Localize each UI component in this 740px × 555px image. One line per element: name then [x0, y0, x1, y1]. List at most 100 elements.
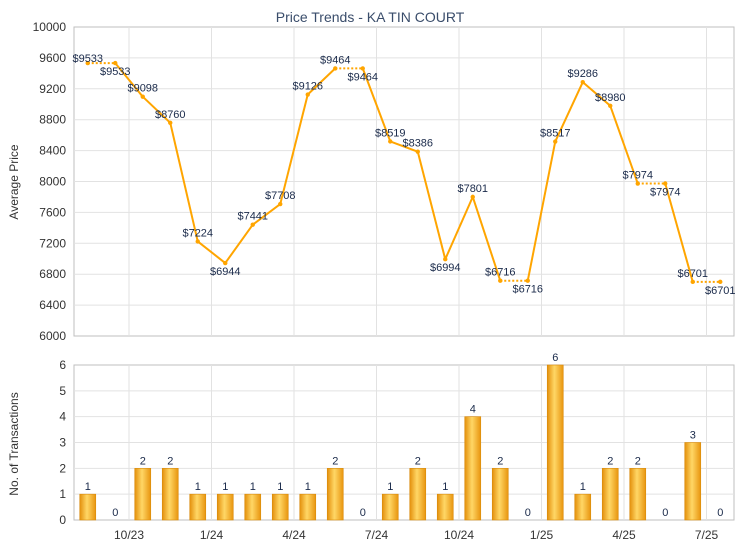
bar	[79, 493, 97, 521]
bar-x-tick-label: 7/24	[365, 528, 389, 542]
line-data-label: $6701	[677, 268, 708, 280]
bar-data-label: 1	[195, 481, 201, 493]
line-point	[525, 278, 530, 283]
line-point	[663, 181, 668, 186]
line-data-label: $6944	[210, 266, 241, 278]
line-y-axis-label: Average Price	[7, 144, 21, 219]
line-data-label: $8760	[155, 109, 186, 121]
line-point	[690, 279, 695, 285]
line-y-tick-label: 6400	[39, 298, 66, 312]
bar-chart: 0 1 2 3 4 5 6 10/23 1/24 4/24 7/24 10/24 1/25 4/25 7/2…	[59, 352, 734, 542]
line-segment	[444, 196, 474, 260]
bar-data-label: 2	[167, 455, 173, 467]
bar	[381, 493, 399, 521]
bar	[189, 493, 207, 521]
line-y-tick-label: 9200	[39, 82, 66, 96]
line-data-label: $9126	[292, 81, 323, 93]
line-data-label: $7974	[622, 170, 653, 182]
bar-data-label: 2	[415, 455, 421, 467]
bar-data-label: 0	[525, 507, 531, 519]
bar-y-tick-label: 1	[59, 487, 66, 501]
line-data-label: $8517	[540, 128, 571, 140]
chart-title: Price Trends - KA TIN COURT	[276, 9, 465, 25]
line-point	[635, 181, 640, 186]
line-data-label: $9098	[127, 83, 158, 95]
line-data-label: $8980	[595, 92, 626, 104]
line-data-label: $6994	[430, 262, 461, 274]
line-y-tick-label: 7200	[39, 236, 66, 250]
line-segment	[582, 81, 611, 107]
bar-data-label: 1	[85, 481, 91, 493]
line-point	[195, 239, 200, 244]
bar-data-label: 1	[222, 481, 228, 493]
bar	[601, 468, 619, 521]
bar-data-label: 0	[360, 507, 366, 519]
line-point	[278, 201, 283, 207]
bar	[409, 468, 427, 521]
line-segment	[307, 67, 336, 96]
bar	[629, 468, 647, 521]
line-y-tick-label: 8400	[39, 144, 66, 158]
line-data-label: $9464	[320, 54, 351, 66]
bar-x-tick-label: 1/25	[530, 528, 554, 542]
line-point	[553, 139, 558, 144]
bar-data-label: 1	[305, 481, 311, 493]
bar-data-label: 2	[332, 455, 338, 467]
bar	[546, 364, 564, 521]
bar	[134, 468, 152, 521]
line-data-label: $6716	[485, 267, 516, 279]
line-chart: 6000 6400 6800 7200 7600 8000 8400 8800 9200 9600…	[33, 20, 736, 343]
line-point	[85, 60, 90, 66]
bar	[684, 442, 702, 521]
line-data-label: $7224	[182, 227, 213, 239]
line-data-label: $8386	[402, 138, 433, 150]
line-y-tick-label: 6800	[39, 267, 66, 281]
bar-data-label: 1	[580, 481, 586, 493]
bar-data-label: 1	[442, 481, 448, 493]
bar	[326, 468, 344, 521]
line-point	[470, 194, 475, 200]
bar-y-tick-label: 2	[59, 461, 66, 475]
bar-data-label: 2	[607, 455, 613, 467]
line-point	[113, 60, 118, 66]
line-point	[498, 278, 503, 283]
line-point	[168, 120, 173, 125]
bar-x-tick-label: 4/25	[612, 528, 636, 542]
line-point	[718, 279, 723, 285]
line-data-label: $7974	[650, 187, 681, 199]
line-data-label: $6716	[512, 284, 543, 296]
bar-x-tick-label: 10/23	[114, 528, 144, 542]
line-y-tick-label: 10000	[33, 20, 67, 34]
bar-data-label: 0	[662, 507, 668, 519]
line-y-tick-label: 8000	[39, 175, 66, 189]
line-segment	[279, 94, 309, 205]
line-data-label: $9464	[347, 71, 378, 83]
bar-x-tick-label: 1/24	[200, 528, 224, 542]
line-point	[140, 94, 145, 99]
bar-x-tick-label: 10/24	[444, 528, 474, 542]
line-data-label: $6701	[705, 285, 736, 297]
bar	[491, 468, 509, 521]
line-point	[223, 260, 228, 266]
line-segment	[361, 68, 392, 142]
line-segment	[169, 122, 199, 242]
line-data-label: $9533	[72, 53, 103, 65]
line-y-tick-label: 6000	[39, 329, 66, 343]
line-point	[250, 222, 255, 227]
bar	[161, 468, 179, 521]
line-segment	[526, 141, 557, 281]
bar-y-tick-label: 3	[59, 436, 66, 450]
bar	[436, 493, 454, 521]
line-segment	[197, 240, 226, 264]
bar-data-label: 2	[140, 455, 146, 467]
line-segment	[224, 224, 254, 264]
line-segment	[114, 62, 144, 98]
line-point	[388, 139, 393, 144]
line-data-label: $9286	[567, 68, 598, 80]
bar	[271, 493, 289, 521]
bar-y-tick-label: 4	[59, 410, 66, 424]
bar-data-label: 6	[552, 352, 558, 364]
bar-x-tick-label: 4/24	[282, 528, 306, 542]
